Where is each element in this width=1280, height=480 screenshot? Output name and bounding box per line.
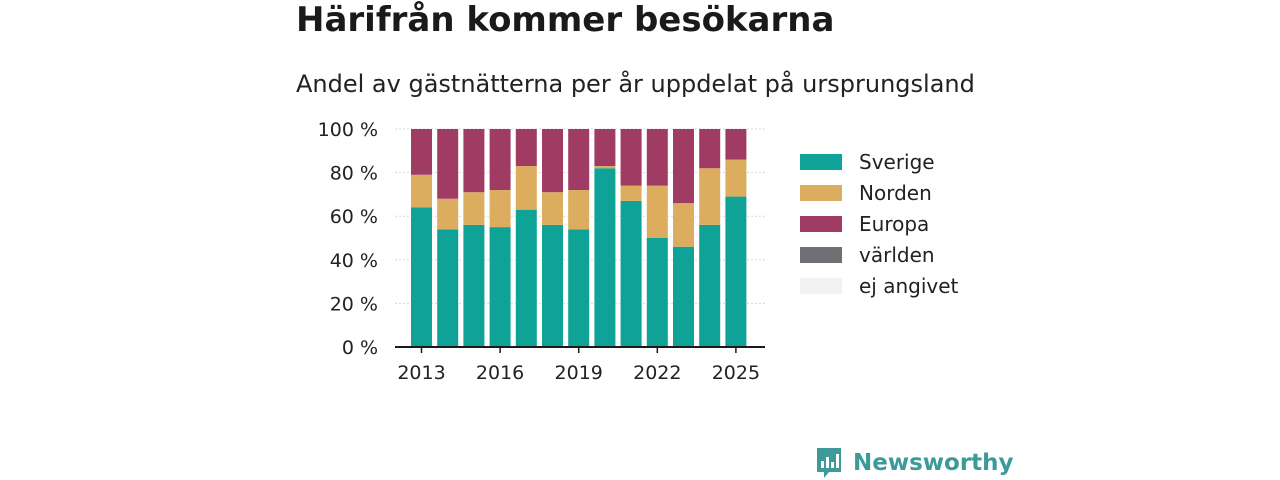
bar-segment <box>568 190 590 230</box>
legend-label: Norden <box>859 180 932 205</box>
bar-segment <box>725 196 747 347</box>
bar-segment <box>568 129 590 191</box>
brand-logo: Newsworthy <box>815 446 1014 480</box>
y-tick-label: 80 % <box>330 163 378 185</box>
chart-subtitle: Andel av gästnätterna per år uppdelat på… <box>296 70 975 98</box>
bar-segment <box>699 224 721 347</box>
x-tick-label: 2022 <box>633 362 681 384</box>
bar-segment <box>463 129 485 193</box>
bar-segment <box>673 203 694 247</box>
x-tick-label: 2013 <box>397 362 445 384</box>
legend-label: ej angivet <box>859 273 959 298</box>
x-tick-label: 2016 <box>476 362 524 384</box>
legend-swatch <box>800 246 842 263</box>
bar-segment <box>646 129 668 186</box>
brand-name: Newsworthy <box>853 450 1014 476</box>
bar-segment <box>673 246 694 347</box>
bar-segment <box>646 185 668 238</box>
bar-segment <box>411 174 432 208</box>
bar-segment <box>437 198 459 230</box>
bar-segment <box>699 168 721 225</box>
legend-item: världen <box>800 239 958 270</box>
bar-segment <box>594 129 616 167</box>
bar-segment <box>725 129 747 160</box>
bar-segment <box>542 129 563 193</box>
bar-segment <box>515 166 537 210</box>
legend-item: ej angivet <box>800 270 958 301</box>
legend-item: Norden <box>800 177 958 208</box>
legend-item: Sverige <box>800 146 958 177</box>
bar-segment <box>725 159 747 197</box>
bar-segment <box>437 229 459 347</box>
legend-label: Sverige <box>859 149 935 174</box>
chart-legend: Sverige Norden Europa världen ej angivet <box>800 146 958 301</box>
bar-segment <box>489 190 511 228</box>
bar-segment <box>489 227 511 347</box>
x-tick-label: 2019 <box>555 362 603 384</box>
x-tick-label: 2025 <box>712 362 760 384</box>
bar-segment <box>673 129 694 204</box>
bar-segment <box>515 129 537 167</box>
y-tick-label: 100 % <box>318 119 378 141</box>
bar-segment <box>463 192 485 225</box>
bar-segment <box>437 129 459 199</box>
bar-segment <box>620 185 642 201</box>
bar-segment <box>411 207 432 347</box>
legend-swatch <box>800 153 842 170</box>
legend-item: Europa <box>800 208 958 239</box>
bar-segment <box>489 129 511 191</box>
legend-label: Europa <box>859 211 930 236</box>
y-tick-label: 20 % <box>330 293 378 315</box>
bar-chart-speech-bubble-icon <box>817 448 841 478</box>
bar-segment <box>620 200 642 347</box>
bar-segment <box>568 229 590 347</box>
y-tick-label: 40 % <box>330 250 378 272</box>
y-tick-label: 60 % <box>330 206 378 228</box>
bar-segment <box>699 129 721 169</box>
legend-swatch <box>800 215 842 232</box>
chart-title: Härifrån kommer besökarna <box>296 0 835 40</box>
bar-segment <box>515 209 537 347</box>
y-tick-label: 0 % <box>342 337 378 359</box>
legend-swatch <box>800 184 842 201</box>
bar-segment <box>594 168 616 347</box>
bar-segment <box>542 192 563 225</box>
bar-segment <box>594 166 616 169</box>
legend-label: världen <box>859 242 935 267</box>
bar-segment <box>542 224 563 347</box>
legend-swatch <box>800 277 842 294</box>
bar-segment <box>620 129 642 186</box>
bar-segment <box>646 238 668 347</box>
bar-segment <box>463 224 485 347</box>
bar-segment <box>411 129 432 175</box>
